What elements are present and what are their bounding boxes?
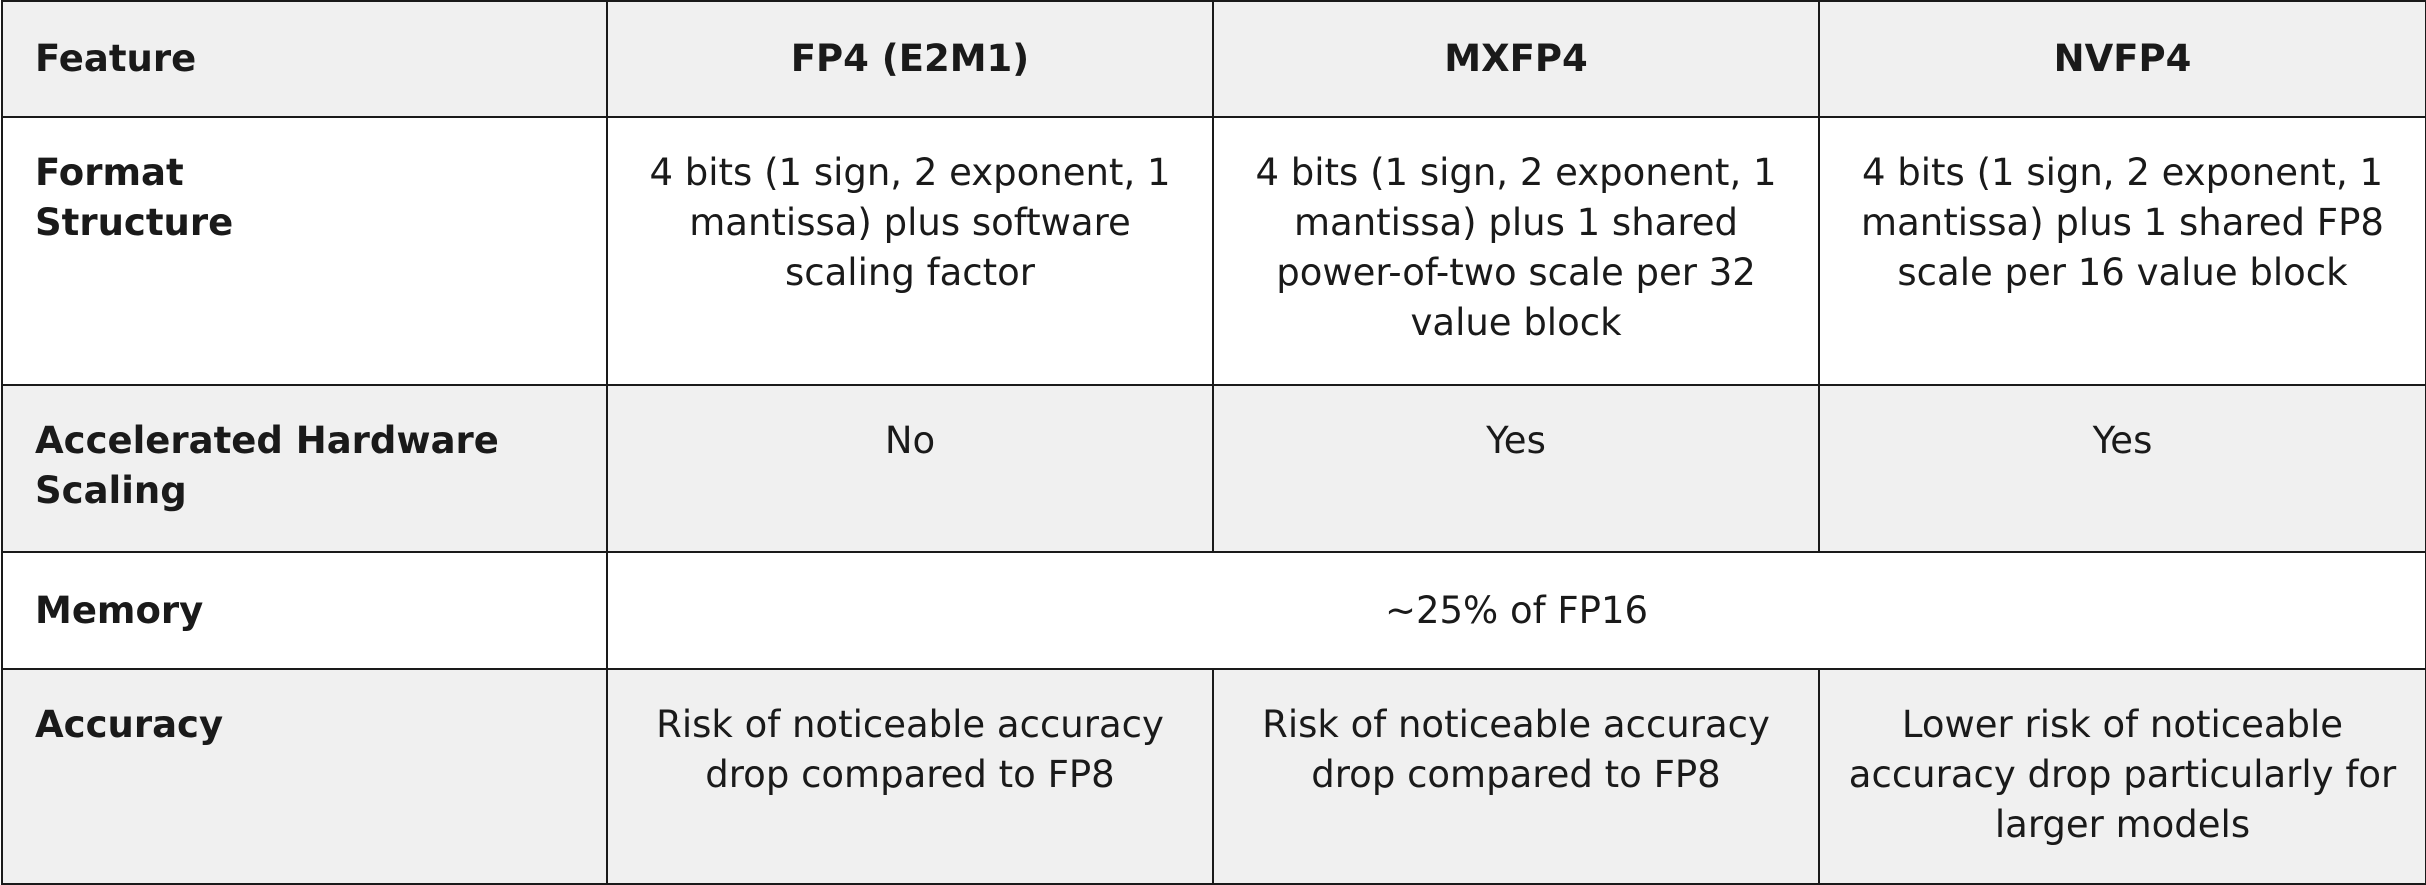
format-structure-nvfp4: 4 bits (1 sign, 2 exponent, 1 mantissa) … [1818, 116, 2426, 386]
format-structure-nvfp4-text: 4 bits (1 sign, 2 exponent, 1 mantissa) … [1861, 151, 2384, 294]
header-fp4: FP4 (E2M1) [606, 0, 1214, 118]
row-accelerated-hardware-scaling: Accelerated Hardware Scaling No Yes Yes [1, 384, 2426, 553]
accuracy-mxfp4-text: Risk of noticeable accuracy drop compare… [1262, 703, 1770, 796]
row-memory-label: Memory [1, 551, 608, 670]
hw-scaling-fp4-text: No [884, 419, 936, 462]
header-row: Feature FP4 (E2M1) MXFP4 NVFP4 [1, 0, 2426, 118]
accuracy-label: Accuracy [35, 703, 224, 746]
header-mxfp4: MXFP4 [1212, 0, 1820, 118]
accuracy-mxfp4: Risk of noticeable accuracy drop compare… [1212, 668, 1820, 885]
row-format-structure-label: Format Structure [1, 116, 608, 386]
format-structure-label: Format Structure [35, 151, 234, 244]
row-accuracy-label: Accuracy [1, 668, 608, 885]
format-structure-fp4: 4 bits (1 sign, 2 exponent, 1 mantissa) … [606, 116, 1214, 386]
accuracy-fp4-text: Risk of noticeable accuracy drop compare… [656, 703, 1164, 796]
row-format-structure: Format Structure 4 bits (1 sign, 2 expon… [1, 116, 2426, 386]
header-feature: Feature [1, 0, 608, 118]
accuracy-nvfp4: Lower risk of noticeable accuracy drop p… [1818, 668, 2426, 885]
hw-scaling-mxfp4: Yes [1212, 384, 1820, 553]
row-accuracy: Accuracy Risk of noticeable accuracy dro… [1, 668, 2426, 885]
header-feature-label: Feature [35, 37, 197, 80]
hw-scaling-nvfp4: Yes [1818, 384, 2426, 553]
row-memory: Memory ~25% of FP16 [1, 551, 2426, 670]
hw-scaling-fp4: No [606, 384, 1214, 553]
format-structure-fp4-text: 4 bits (1 sign, 2 exponent, 1 mantissa) … [649, 151, 1171, 294]
format-structure-mxfp4-text: 4 bits (1 sign, 2 exponent, 1 mantissa) … [1255, 151, 1777, 344]
header-mxfp4-label: MXFP4 [1444, 37, 1588, 80]
accuracy-nvfp4-text: Lower risk of noticeable accuracy drop p… [1848, 703, 2397, 846]
accuracy-fp4: Risk of noticeable accuracy drop compare… [606, 668, 1214, 885]
memory-all-text: ~25% of FP16 [1384, 588, 1649, 632]
header-fp4-label: FP4 (E2M1) [790, 37, 1030, 80]
format-structure-mxfp4: 4 bits (1 sign, 2 exponent, 1 mantissa) … [1212, 116, 1820, 386]
hw-scaling-nvfp4-text: Yes [2092, 419, 2153, 462]
memory-label: Memory [35, 588, 204, 632]
memory-all-formats: ~25% of FP16 [606, 551, 2426, 670]
header-nvfp4: NVFP4 [1818, 0, 2426, 118]
accelerated-hardware-scaling-label: Accelerated Hardware Scaling [35, 419, 499, 512]
header-nvfp4-label: NVFP4 [2053, 37, 2192, 80]
hw-scaling-mxfp4-text: Yes [1486, 419, 1546, 462]
row-accelerated-hardware-scaling-label: Accelerated Hardware Scaling [1, 384, 608, 553]
